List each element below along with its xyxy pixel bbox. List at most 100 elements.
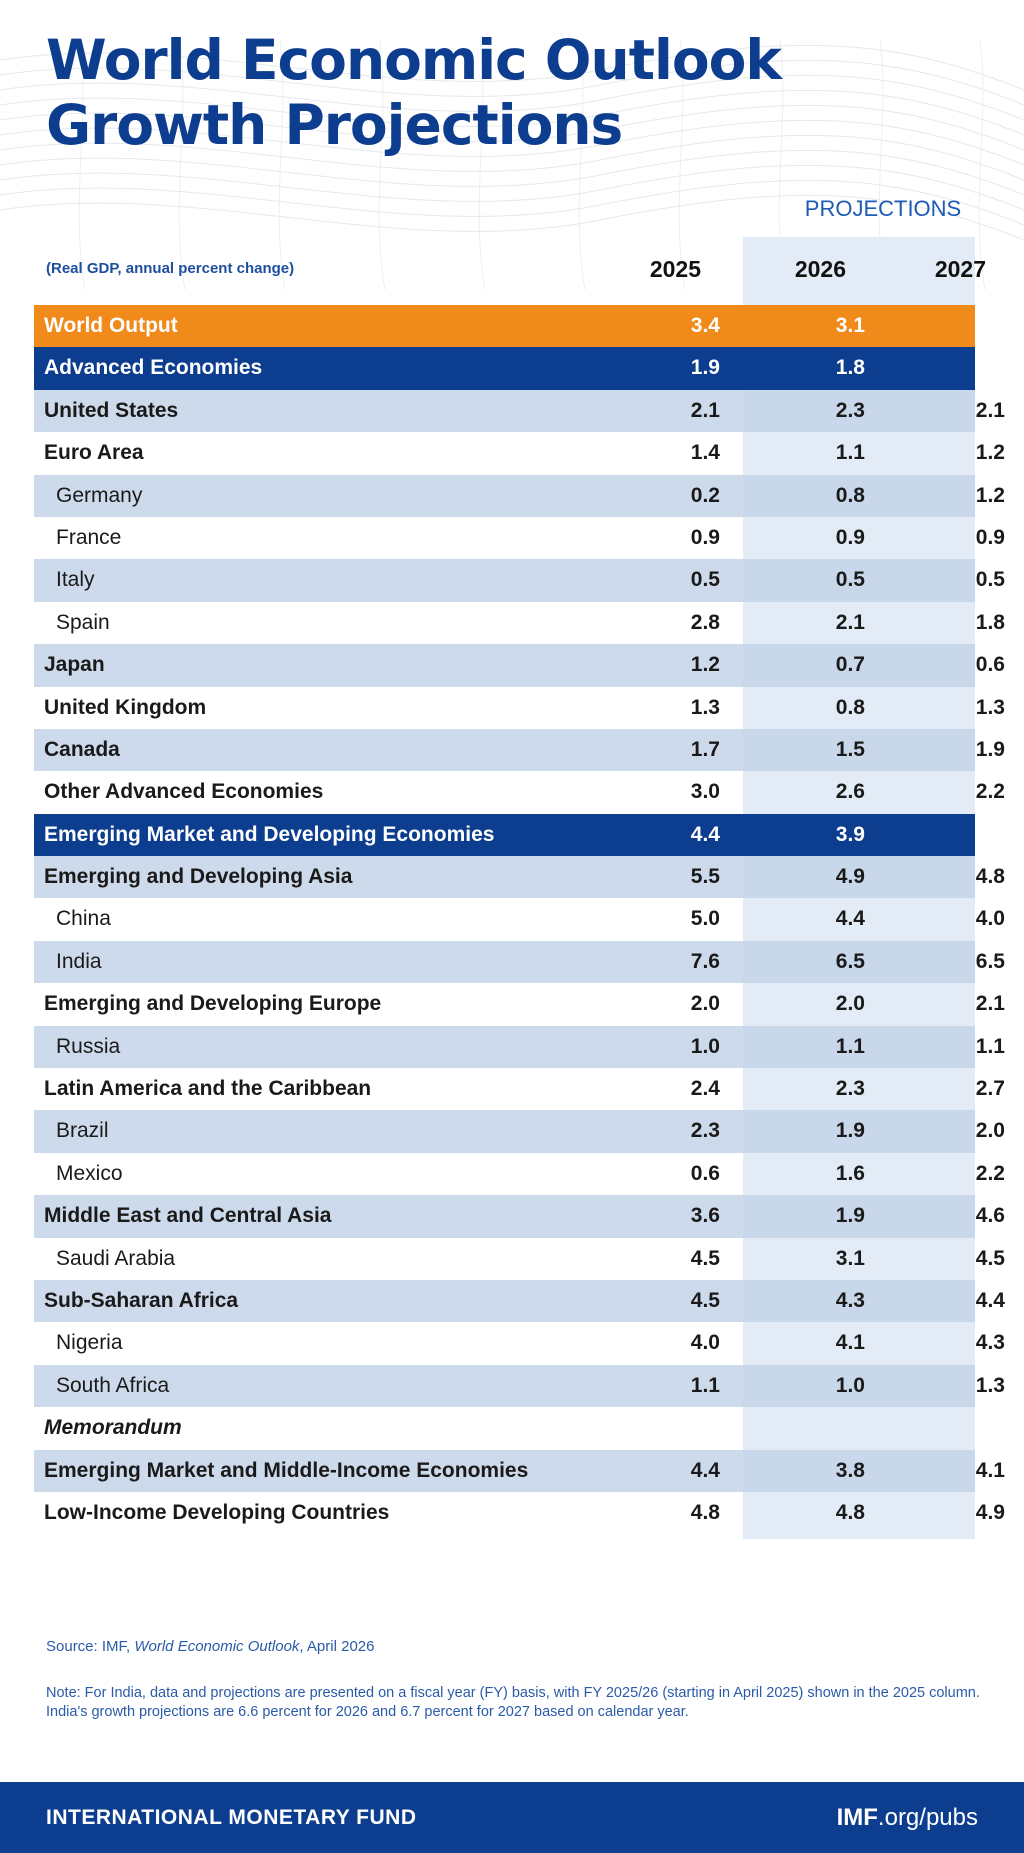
table-row: Saudi Arabia 4.5 3.1 4.5 [34,1238,1005,1280]
row-label: Middle East and Central Asia [44,1204,332,1228]
value-2025: 4.0 [690,1331,720,1355]
row-label: World Output [44,314,178,337]
value-2026: 3.1 [835,314,865,337]
value-2025: 3.4 [690,314,720,337]
row-label: Other Advanced Economies [44,780,324,804]
value-2025: 0.2 [690,483,720,507]
value-2025: 1.3 [690,695,720,719]
table-row: Middle East and Central Asia 3.6 1.9 4.6 [34,1195,1005,1238]
value-2026: 0.5 [835,568,865,592]
table-row: Other Advanced Economies 3.0 2.6 2.2 [34,771,1005,813]
value-2026: 0.9 [835,525,865,549]
value-2027: 4.0 [975,907,1005,931]
value-2025: 1.0 [690,1034,720,1058]
value-2026: 3.1 [835,1246,865,1270]
value-2025: 7.6 [690,949,720,973]
table-row: Brazil 2.3 1.9 2.0 [34,1110,1005,1153]
row-label: Euro Area [44,441,144,465]
table-row: Canada 1.7 1.5 1.9 [34,728,1005,772]
value-2026: 0.8 [835,483,865,507]
growth-table: World Output 3.4 3.1 3.2 Advanced Economies 1… [34,305,1005,1534]
projections-label: PROJECTIONS [804,196,962,221]
table-row: Spain 2.8 2.1 1.8 [34,602,1005,644]
value-2025: 2.3 [690,1119,720,1143]
row-label: Saudi Arabia [56,1246,176,1270]
value-2027: 4.1 [975,1458,1005,1482]
value-2026: 1.9 [835,1204,865,1228]
value-2027: 2.7 [975,1077,1005,1101]
value-2027: 2.1 [975,992,1005,1016]
table-row: Mexico 0.6 1.6 2.2 [34,1153,1005,1195]
value-2026: 4.1 [835,1331,865,1355]
footer-url[interactable]: IMF.org/pubs [837,1782,978,1853]
value-2027: 1.2 [975,483,1005,507]
value-2027: 0.5 [975,568,1005,592]
value-2025: 5.5 [690,865,720,889]
value-2027: 4.3 [975,1331,1005,1355]
value-2027: 1.7 [975,356,1005,380]
row-label: United States [44,398,179,422]
footer-bar: INTERNATIONAL MONETARY FUND IMF.org/pubs [0,1782,1024,1853]
value-2025: 1.1 [690,1373,720,1397]
value-2025: 5.0 [690,907,720,931]
value-2027: 1.9 [975,737,1005,761]
value-2025: 4.5 [690,1288,720,1312]
value-2027: 3.2 [975,314,1005,337]
source-line: Source: IMF, World Economic Outlook, Apr… [46,1638,374,1655]
table-row: Russia 1.0 1.1 1.1 [34,1025,1005,1069]
value-2025: 4.4 [690,822,720,846]
row-label: Nigeria [56,1331,123,1355]
value-2025: 1.9 [690,356,720,380]
footer-url-light: .org/pubs [877,1804,978,1831]
row-label: Germany [56,483,143,507]
title-line-1: World Economic Outlook [46,28,782,92]
table-row: Emerging Market and Developing Economies… [34,813,1005,857]
source-suffix: , April 2026 [299,1638,375,1655]
table-row: Japan 1.2 0.7 0.6 [34,644,1005,687]
row-label: Japan [44,653,105,677]
value-2026: 0.8 [835,695,865,719]
value-2026: 6.5 [835,949,865,973]
value-2027: 4.4 [975,1288,1005,1312]
table-row: Germany 0.2 0.8 1.2 [34,474,1005,517]
value-2025: 1.2 [690,653,720,677]
table-row: South Africa 1.1 1.0 1.3 [34,1364,1005,1408]
value-2025: 3.0 [690,780,720,804]
table-row: Emerging and Developing Asia 5.5 4.9 4.8 [34,856,1005,899]
table-row: United Kingdom 1.3 0.8 1.3 [34,687,1005,729]
table-row: Euro Area 1.4 1.1 1.2 [34,432,1005,474]
value-2026: 3.8 [835,1458,865,1482]
row-label: South Africa [56,1373,170,1397]
column-header-2026: 2026 [794,256,846,282]
value-2026: 1.8 [835,356,865,380]
value-2027: 1.8 [975,610,1005,634]
source-prefix: Source: IMF, [46,1638,135,1655]
footer-org-name: INTERNATIONAL MONETARY FUND [46,1806,417,1829]
page-title: World Economic Outlook Growth Projection… [46,28,782,158]
value-2025: 0.6 [690,1161,720,1185]
table-row: Latin America and the Caribbean 2.4 2.3 2.7 [34,1068,1005,1110]
column-header-2025: 2025 [649,256,701,282]
value-2026: 2.6 [835,780,865,804]
row-label: Mexico [56,1161,123,1185]
row-label: India [56,949,102,973]
row-label: Low-Income Developing Countries [44,1500,390,1524]
value-2025: 4.8 [690,1500,720,1524]
value-2026: 4.8 [835,1500,865,1524]
value-2027: 1.3 [975,1373,1005,1397]
value-2026: 2.3 [835,398,865,422]
value-2027: 1.3 [975,695,1005,719]
value-2027: 1.2 [975,441,1005,465]
table-row: China 5.0 4.4 4.0 [34,898,1005,940]
value-2026: 1.1 [835,1034,865,1058]
table-row: Sub-Saharan Africa 4.5 4.3 4.4 [34,1279,1005,1323]
value-2025: 3.6 [690,1204,720,1228]
value-2026: 0.7 [835,653,865,677]
value-2027: 0.6 [975,653,1005,677]
source-title: World Economic Outlook [134,1638,300,1655]
table-row: Emerging Market and Middle-Income Econom… [34,1449,1005,1492]
value-2027: 4.8 [975,865,1005,889]
value-2027: 2.0 [975,1119,1005,1143]
background-wave-pattern [0,39,1024,291]
unit-label: (Real GDP, annual percent change) [46,260,295,277]
